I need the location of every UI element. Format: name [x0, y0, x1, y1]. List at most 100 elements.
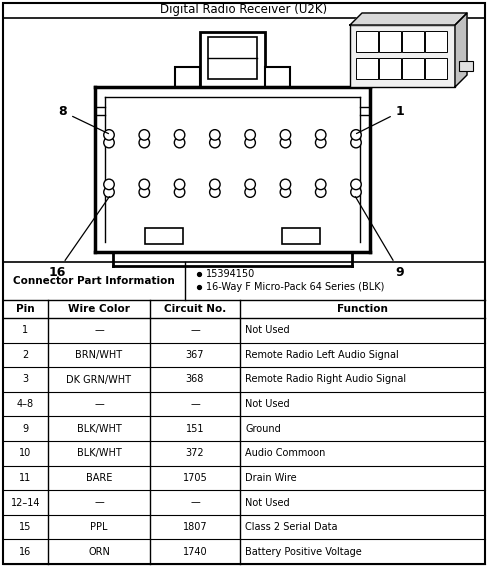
Circle shape — [315, 130, 326, 140]
Bar — [425, 31, 447, 52]
Circle shape — [351, 130, 361, 140]
Circle shape — [280, 179, 291, 189]
Bar — [145, 228, 183, 244]
Text: Function: Function — [337, 304, 388, 314]
Circle shape — [210, 179, 220, 189]
Text: Pin: Pin — [16, 304, 35, 314]
Circle shape — [280, 137, 291, 148]
Polygon shape — [350, 13, 467, 25]
Circle shape — [245, 187, 255, 197]
Bar — [356, 58, 378, 79]
Bar — [208, 37, 257, 79]
Circle shape — [351, 137, 361, 148]
Text: 16-Way F Micro-Pack 64 Series (BLK): 16-Way F Micro-Pack 64 Series (BLK) — [206, 282, 385, 292]
Text: 1740: 1740 — [183, 547, 207, 557]
Text: 9: 9 — [355, 197, 405, 278]
Text: —: — — [190, 399, 200, 409]
Bar — [350, 25, 455, 87]
Text: 2: 2 — [22, 350, 29, 360]
Circle shape — [315, 187, 326, 197]
Text: 367: 367 — [186, 350, 204, 360]
Text: Not Used: Not Used — [245, 497, 289, 507]
Polygon shape — [455, 13, 467, 87]
Text: 16: 16 — [20, 547, 32, 557]
Text: PPL: PPL — [90, 522, 108, 532]
Circle shape — [210, 187, 220, 197]
Text: 3: 3 — [22, 374, 29, 384]
Circle shape — [315, 179, 326, 189]
Circle shape — [315, 137, 326, 148]
Circle shape — [104, 179, 114, 189]
Text: Audio Commoon: Audio Commoon — [245, 448, 325, 458]
Bar — [282, 228, 320, 244]
Text: 151: 151 — [186, 424, 204, 434]
Text: 10: 10 — [20, 448, 32, 458]
Text: 372: 372 — [186, 448, 204, 458]
Text: Connector Part Information: Connector Part Information — [13, 276, 175, 286]
Text: BRN/WHT: BRN/WHT — [76, 350, 122, 360]
Circle shape — [351, 179, 361, 189]
Text: —: — — [190, 497, 200, 507]
Text: —: — — [190, 325, 200, 335]
Bar — [200, 32, 265, 87]
Text: Battery Positive Voltage: Battery Positive Voltage — [245, 547, 362, 557]
Text: Remote Radio Left Audio Signal: Remote Radio Left Audio Signal — [245, 350, 399, 360]
Text: —: — — [94, 325, 104, 335]
Bar — [379, 31, 401, 52]
Circle shape — [174, 130, 185, 140]
Text: Wire Color: Wire Color — [68, 304, 130, 314]
Bar — [402, 31, 424, 52]
Circle shape — [104, 130, 114, 140]
Text: Class 2 Serial Data: Class 2 Serial Data — [245, 522, 338, 532]
Text: 1807: 1807 — [183, 522, 207, 532]
Bar — [356, 31, 378, 52]
Circle shape — [139, 130, 149, 140]
Circle shape — [174, 179, 185, 189]
Bar — [379, 58, 401, 79]
Text: Remote Radio Right Audio Signal: Remote Radio Right Audio Signal — [245, 374, 406, 384]
Text: 1: 1 — [22, 325, 29, 335]
Text: —: — — [94, 497, 104, 507]
Text: 11: 11 — [20, 473, 32, 483]
Text: 368: 368 — [186, 374, 204, 384]
Text: 8: 8 — [59, 105, 108, 134]
Circle shape — [139, 137, 149, 148]
Bar — [265, 67, 290, 87]
Circle shape — [210, 137, 220, 148]
Text: ORN: ORN — [88, 547, 110, 557]
Bar — [402, 58, 424, 79]
Text: 4–8: 4–8 — [17, 399, 34, 409]
Circle shape — [280, 187, 291, 197]
Text: —: — — [94, 399, 104, 409]
Text: BARE: BARE — [86, 473, 112, 483]
Circle shape — [139, 179, 149, 189]
Text: Not Used: Not Used — [245, 399, 289, 409]
Bar — [175, 67, 200, 87]
Text: 1705: 1705 — [183, 473, 207, 483]
Circle shape — [280, 130, 291, 140]
Text: 1: 1 — [356, 105, 405, 134]
Circle shape — [351, 187, 361, 197]
Circle shape — [104, 187, 114, 197]
Text: DK GRN/WHT: DK GRN/WHT — [66, 374, 131, 384]
Text: 15: 15 — [20, 522, 32, 532]
Text: 9: 9 — [22, 424, 29, 434]
Text: 16: 16 — [48, 197, 109, 278]
Circle shape — [245, 130, 255, 140]
Circle shape — [245, 137, 255, 148]
Bar — [425, 58, 447, 79]
Text: Not Used: Not Used — [245, 325, 289, 335]
Circle shape — [245, 179, 255, 189]
Circle shape — [174, 187, 185, 197]
Text: BLK/WHT: BLK/WHT — [77, 424, 122, 434]
Text: Ground: Ground — [245, 424, 281, 434]
Text: 12–14: 12–14 — [11, 497, 40, 507]
Circle shape — [174, 137, 185, 148]
Circle shape — [210, 130, 220, 140]
Text: Digital Radio Receiver (U2K): Digital Radio Receiver (U2K) — [161, 2, 327, 15]
Circle shape — [104, 137, 114, 148]
Text: 15394150: 15394150 — [206, 269, 255, 279]
Bar — [459, 61, 473, 71]
Text: Circuit No.: Circuit No. — [164, 304, 226, 314]
Circle shape — [139, 187, 149, 197]
